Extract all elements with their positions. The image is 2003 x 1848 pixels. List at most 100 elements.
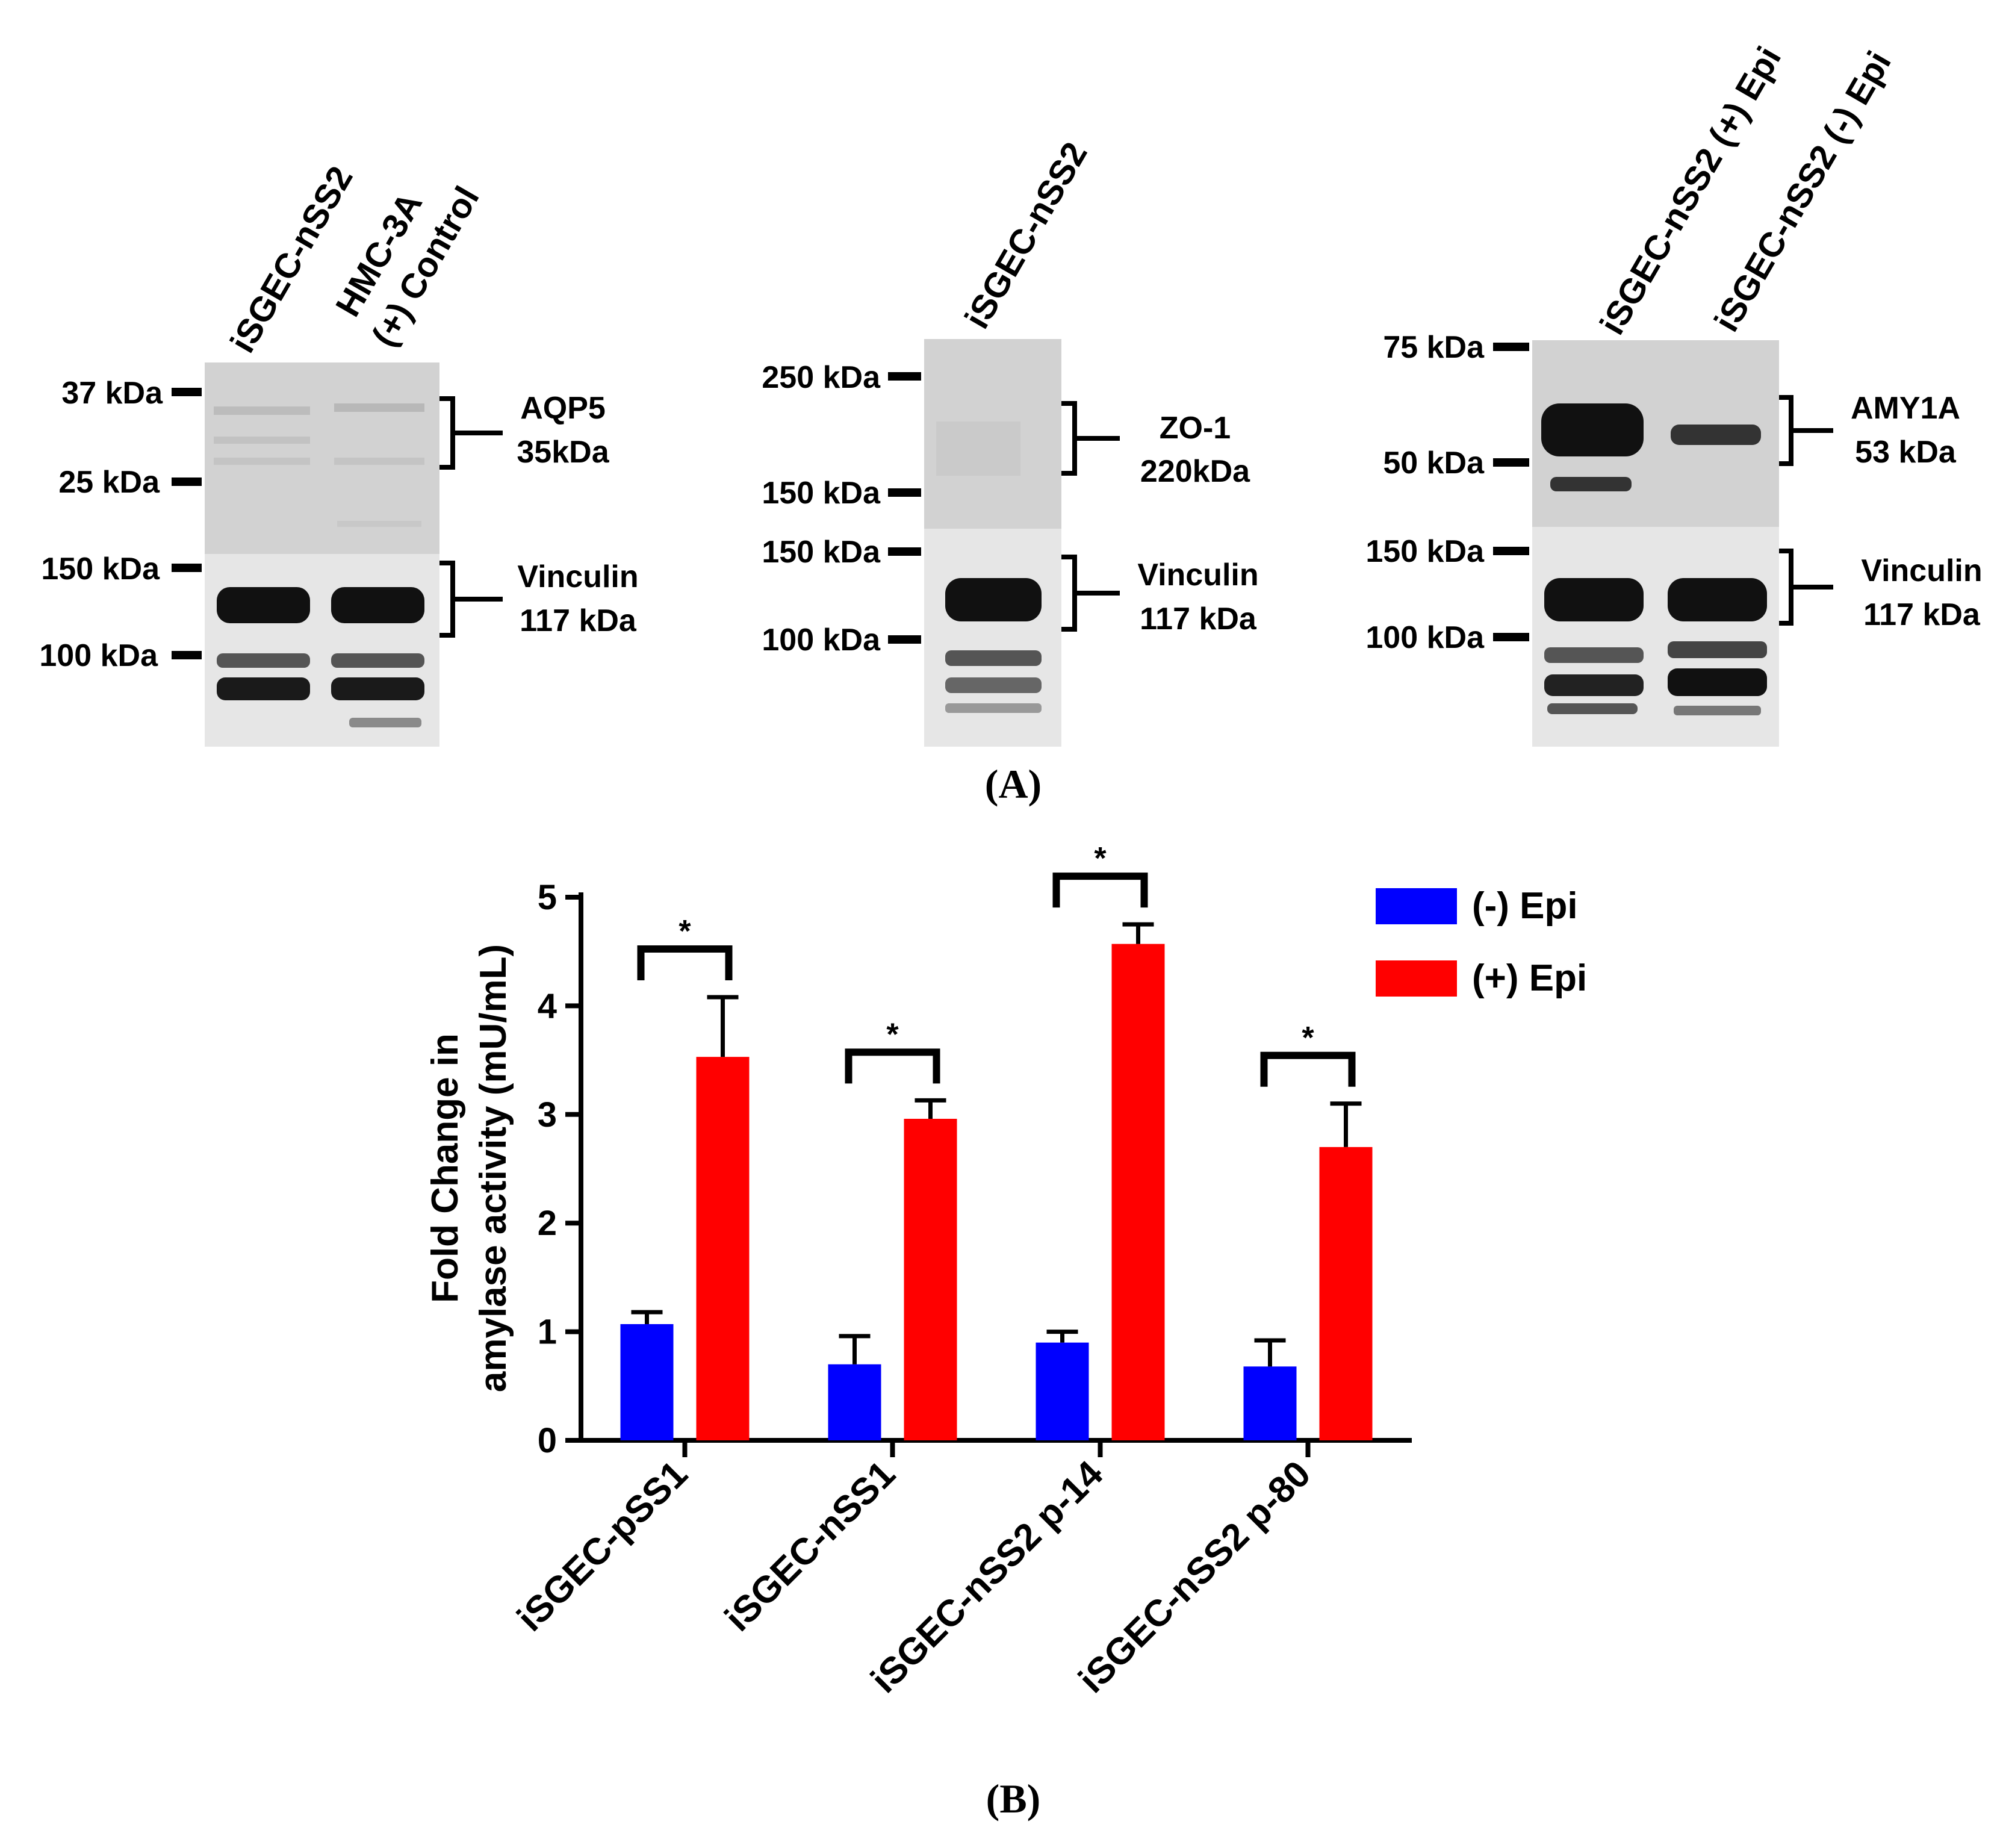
- target-name: ZO-1: [1160, 411, 1231, 446]
- band: [331, 677, 424, 700]
- bar-plus-epi: [1319, 1146, 1373, 1440]
- target-size: 220kDa: [1140, 454, 1250, 489]
- loading-name: Vinculin: [517, 559, 638, 594]
- significance-star: *: [1302, 1021, 1314, 1056]
- band: [331, 653, 424, 668]
- target-size: 53 kDa: [1855, 435, 1957, 470]
- loading-size: 117 kDa: [520, 603, 637, 638]
- marker-label: 150 kDa: [762, 476, 881, 511]
- y-tick-label: 2: [538, 1204, 557, 1243]
- chart-bars: [620, 873, 1373, 1440]
- blot-zo1: iSGEC-nSS2 250 kDa 150 kDa 150 kDa 100 k…: [762, 135, 1259, 747]
- significance-bracket: [1052, 873, 1148, 908]
- target-bracket: [439, 396, 503, 470]
- band: [1674, 706, 1761, 715]
- band: [1671, 425, 1761, 445]
- chart-legend: (-) Epi (+) Epi: [1376, 885, 1587, 999]
- marker-label: 37 kDa: [61, 376, 163, 411]
- band: [1544, 578, 1644, 621]
- x-tick-label: iSGEC-nSS2 p-14: [863, 1453, 1111, 1701]
- loading-bracket: [439, 561, 503, 638]
- marker-label: 250 kDa: [762, 360, 881, 395]
- marker-label: 75 kDa: [1383, 330, 1485, 365]
- band: [214, 437, 310, 444]
- significance-star: *: [886, 1017, 899, 1052]
- marker-label: 150 kDa: [1365, 534, 1485, 569]
- marker-label: 100 kDa: [762, 623, 881, 658]
- target-name: AQP5: [520, 391, 606, 426]
- loading-bracket: [1061, 555, 1120, 632]
- band: [1544, 674, 1644, 696]
- bar-minus-epi: [1243, 1366, 1297, 1440]
- band: [945, 703, 1042, 713]
- band: [214, 406, 310, 415]
- band: [349, 718, 421, 727]
- vinculin-blot-image: [924, 529, 1061, 747]
- amylase-bar-chart: 0 1 2 3 4 5 Fold Change in amylase activity (mU…: [424, 841, 1587, 1701]
- bar-plus-epi: [696, 1057, 750, 1440]
- band: [334, 458, 424, 465]
- legend-swatch-plus-epi: [1376, 960, 1457, 997]
- y-axis-label-line2: amylase activity (mU/mL): [473, 944, 514, 1392]
- blot-aqp5: iSGEC-nSS2 HMC-3A (+) Control 37 kDa 25 …: [39, 160, 639, 747]
- x-tick-label: iSGEC-nSS2 p-80: [1071, 1453, 1319, 1701]
- band: [337, 521, 421, 527]
- y-axis-label-line1: Fold Change in: [424, 1033, 466, 1303]
- x-tick-label: iSGEC-nSS1: [717, 1453, 903, 1639]
- band: [945, 677, 1042, 693]
- marker-label: 100 kDa: [1365, 620, 1485, 655]
- significance-bracket: [637, 945, 733, 980]
- legend-swatch-minus-epi: [1376, 888, 1457, 924]
- bar-minus-epi: [1036, 1342, 1089, 1440]
- target-bracket: [1779, 395, 1833, 466]
- y-tick-label: 3: [538, 1095, 557, 1134]
- loading-size: 117 kDa: [1863, 597, 1981, 632]
- panel-label-b: (B): [986, 1776, 1041, 1822]
- band: [217, 653, 310, 668]
- lane-label-1: iSGEC-nSS2: [957, 135, 1095, 335]
- panel-label-a: (A): [985, 761, 1042, 807]
- band: [217, 587, 310, 623]
- target-bracket: [1061, 401, 1120, 476]
- target-size: 35kDa: [517, 435, 609, 470]
- chart-labels: 0 1 2 3 4 5 Fold Change in amylase activity (mU…: [424, 841, 1318, 1701]
- loading-name: Vinculin: [1137, 558, 1258, 593]
- significance-bracket: [845, 1048, 940, 1084]
- significance-star: *: [1094, 841, 1107, 876]
- band: [1541, 403, 1644, 456]
- significance-bracket: [1260, 1051, 1356, 1087]
- band: [1668, 578, 1767, 621]
- band: [936, 422, 1020, 476]
- band: [945, 578, 1042, 621]
- band: [1544, 647, 1644, 663]
- loading-bracket: [1779, 549, 1833, 626]
- band: [334, 403, 424, 412]
- legend-label-plus-epi: (+) Epi: [1472, 957, 1587, 999]
- marker-label: 150 kDa: [762, 535, 881, 570]
- band: [217, 677, 310, 700]
- band: [1668, 641, 1767, 658]
- bar-plus-epi: [904, 1119, 957, 1440]
- marker-label: 100 kDa: [39, 638, 158, 673]
- y-tick-label: 0: [538, 1421, 557, 1460]
- marker-label: 50 kDa: [1383, 446, 1485, 481]
- blot-amy1a: iSGEC-nSS2 (+) Epi iSGEC-nSS2 (-) Epi 75…: [1365, 40, 1983, 747]
- x-tick-label: iSGEC-pSS1: [509, 1453, 695, 1639]
- band: [1668, 668, 1767, 696]
- bar-minus-epi: [828, 1364, 881, 1440]
- vinculin-blot-image: [205, 554, 439, 747]
- lane-label-1: iSGEC-nSS2: [223, 160, 361, 359]
- band: [1550, 477, 1632, 491]
- target-name: AMY1A: [1851, 391, 1960, 426]
- bar-plus-epi: [1111, 944, 1165, 1440]
- band: [1547, 703, 1638, 714]
- y-tick-label: 4: [538, 986, 557, 1025]
- y-tick-label: 5: [538, 878, 557, 917]
- legend-label-minus-epi: (-) Epi: [1472, 885, 1578, 927]
- band: [214, 458, 310, 465]
- bar-minus-epi: [620, 1324, 674, 1440]
- band: [331, 587, 424, 623]
- marker-label: 25 kDa: [58, 465, 160, 500]
- loading-size: 117 kDa: [1140, 602, 1257, 636]
